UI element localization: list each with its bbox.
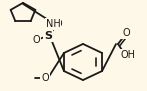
Text: O: O <box>54 19 62 29</box>
Text: S: S <box>44 31 52 41</box>
Text: OH: OH <box>121 50 136 60</box>
Text: O: O <box>122 28 130 38</box>
Text: O: O <box>32 35 40 45</box>
Text: O: O <box>41 73 49 83</box>
Text: NH: NH <box>46 19 60 29</box>
